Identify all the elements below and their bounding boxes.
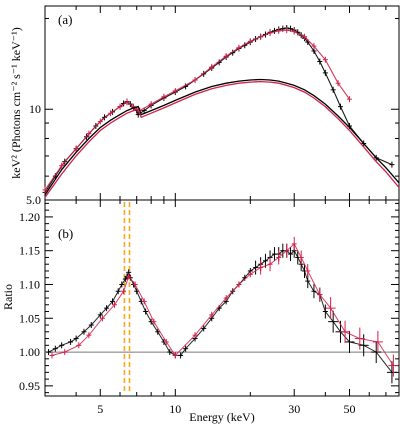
- ratio-point: [386, 361, 397, 384]
- data-trace-red: [44, 29, 350, 191]
- x-tick-label: 30: [288, 402, 300, 416]
- panel-b-x-ticks: 5 10 30 50: [44, 200, 387, 416]
- panel-b-y-ticks: 0.95 1.00 1.05 1.10 1.15 1.20: [19, 202, 399, 394]
- y-tick-label: 1.00: [19, 345, 40, 359]
- y-tick-label: 1.10: [19, 277, 40, 291]
- y-tick-label: 1.20: [19, 210, 40, 224]
- panel-a-label: (a): [58, 12, 72, 27]
- panel-a-series: [42, 24, 400, 198]
- panel-b-series: [45, 202, 399, 394]
- panel-b-y-axis-label: Ratio: [1, 284, 15, 310]
- y-tick-label: 0.95: [19, 379, 40, 393]
- panel-b: (b) Ratio Energy (keV) 0.95 1.00 1.05 1.10 1…: [1, 199, 400, 424]
- panel-a: (a) keV² (Photons cm⁻² s⁻¹ keV⁻¹) 5.0 10: [9, 5, 400, 207]
- y-tick-label: 1.15: [19, 244, 40, 258]
- x-tick-label: 50: [343, 402, 355, 416]
- x-tick-label: 10: [169, 402, 181, 416]
- y-tick-label: 1.05: [19, 311, 40, 325]
- x-tick-label: 5: [97, 402, 103, 416]
- model-curve-black: [44, 78, 400, 196]
- panel-a-y-axis-label: keV² (Photons cm⁻² s⁻¹ keV⁻¹): [9, 27, 23, 178]
- data-point: [42, 186, 48, 193]
- y-tick-label: 10: [29, 102, 41, 116]
- x-axis-label: Energy (keV): [189, 410, 254, 424]
- data-trace-black: [44, 27, 393, 193]
- panel-b-frame: [44, 199, 400, 397]
- data-point: [389, 161, 395, 168]
- panel-b-label: (b): [58, 226, 73, 241]
- panel-a-frame: [44, 5, 400, 201]
- ratio-trace-black: [48, 249, 393, 373]
- y-tick-label: 5.0: [26, 193, 41, 207]
- ratio-trace-red: [51, 243, 394, 366]
- model-curve-red: [44, 80, 400, 198]
- panel-a-x-ticks: [44, 6, 387, 200]
